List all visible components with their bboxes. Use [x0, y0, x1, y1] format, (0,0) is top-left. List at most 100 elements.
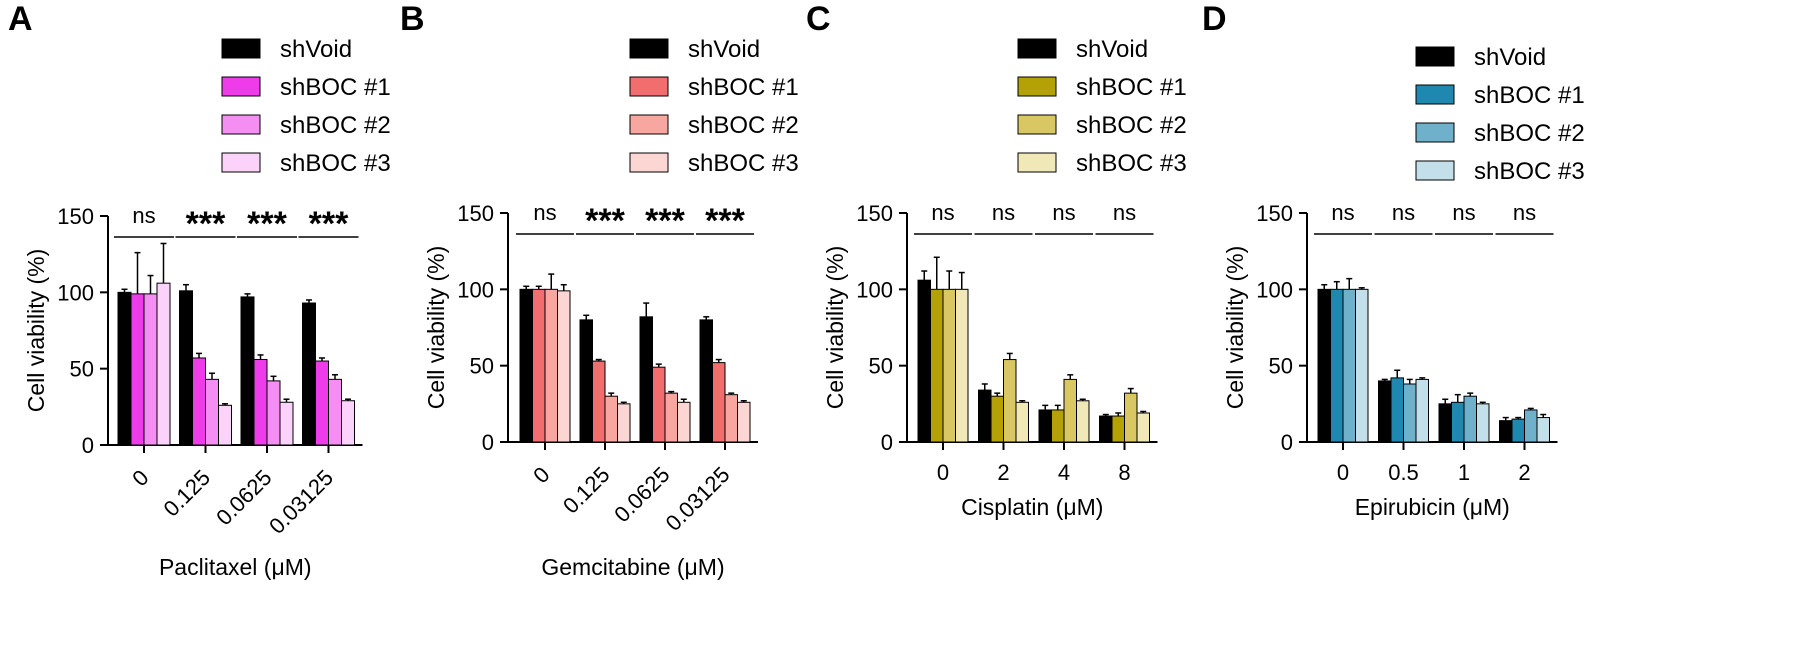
legend-swatch-2	[629, 76, 669, 97]
legend-label: shVoid	[688, 36, 760, 63]
bar	[652, 366, 666, 443]
bar	[253, 359, 268, 446]
panel-letter: D	[1202, 0, 1227, 38]
bar	[1524, 409, 1538, 443]
bar	[1403, 383, 1417, 443]
bar	[955, 288, 969, 443]
x-tick-label: 0.125	[558, 462, 615, 519]
x-tick-label: 0	[528, 462, 554, 488]
legend-swatch-3	[1415, 122, 1455, 143]
y-axis-label: Cell viability (%)	[822, 246, 848, 410]
bar	[1511, 418, 1525, 443]
bar	[1463, 395, 1477, 443]
legend-swatch-4	[1017, 152, 1057, 173]
legend-label: shVoid	[280, 36, 352, 63]
significance-label: ns	[1392, 200, 1415, 225]
bar	[240, 296, 255, 446]
bar	[639, 316, 653, 443]
significance-label: ns	[1513, 200, 1536, 225]
bar	[942, 288, 956, 443]
bar	[143, 293, 158, 446]
legend-swatch-1	[221, 38, 261, 59]
significance-label: ns	[1052, 200, 1075, 225]
legend-label: shVoid	[1076, 36, 1148, 63]
x-tick-label: 0.125	[158, 465, 215, 522]
bar	[917, 279, 931, 443]
legend-swatch-3	[629, 114, 669, 135]
y-tick-label: 0	[482, 430, 494, 455]
y-tick-label: 0	[1281, 430, 1293, 455]
bar	[1476, 403, 1490, 443]
y-tick-label: 150	[57, 204, 94, 229]
bar	[724, 394, 738, 443]
bar	[990, 395, 1004, 443]
bar	[1124, 392, 1138, 443]
bar	[677, 401, 691, 443]
legend-label: shBOC #3	[280, 150, 391, 177]
significance-label: ns	[1113, 200, 1136, 225]
x-tick-label: 0.03125	[661, 462, 735, 536]
bar	[130, 293, 145, 446]
bar	[1003, 359, 1017, 443]
x-tick-label: 1	[1458, 460, 1470, 485]
legend-label: shBOC #2	[280, 112, 391, 139]
bar	[1051, 409, 1065, 443]
legend-swatch-3	[1017, 114, 1057, 135]
legend-swatch-2	[1415, 84, 1455, 105]
significance-label: ns	[132, 203, 155, 228]
y-tick-label: 150	[856, 201, 893, 226]
legend-label: shBOC #2	[1076, 112, 1187, 139]
significance-label: ns	[1331, 200, 1354, 225]
y-tick-label: 50	[470, 354, 494, 379]
legend-swatch-2	[1017, 76, 1057, 97]
bar	[557, 290, 571, 443]
bar	[592, 360, 606, 443]
bar	[279, 401, 294, 446]
x-axis-label: Epirubicin (μM)	[1355, 494, 1510, 520]
y-tick-label: 50	[869, 354, 893, 379]
bar	[1415, 378, 1429, 443]
bar	[205, 378, 219, 446]
panel-letter: B	[400, 0, 425, 38]
x-axis-label: Gemcitabine (μM)	[541, 554, 724, 580]
bar	[1451, 401, 1465, 443]
bar	[156, 282, 171, 446]
legend-label: shBOC #2	[1474, 120, 1585, 147]
x-tick-label: 0	[937, 460, 949, 485]
y-tick-label: 150	[1256, 201, 1293, 226]
legend-swatch-1	[629, 38, 669, 59]
significance-label: ***	[585, 202, 625, 240]
y-tick-label: 50	[1269, 354, 1293, 379]
legend-label: shBOC #3	[1076, 150, 1187, 177]
significance-label: ***	[645, 202, 685, 240]
bar	[328, 378, 342, 446]
significance-label: ns	[533, 200, 556, 225]
x-tick-label: 2	[997, 460, 1009, 485]
bar	[1099, 415, 1113, 443]
legend-label: shBOC #3	[688, 150, 799, 177]
significance-label: ns	[992, 200, 1015, 225]
x-tick-label: 2	[1518, 460, 1530, 485]
x-tick-label: 8	[1118, 460, 1130, 485]
y-tick-label: 100	[457, 277, 494, 302]
y-tick-label: 150	[457, 201, 494, 226]
legend-swatch-4	[629, 152, 669, 173]
y-axis-label: Cell viability (%)	[423, 246, 449, 410]
y-tick-label: 0	[82, 433, 94, 458]
bar	[315, 360, 329, 446]
legend-label: shVoid	[1474, 44, 1546, 71]
y-tick-label: 100	[1256, 277, 1293, 302]
legend-swatch-2	[221, 76, 261, 97]
bar	[712, 362, 726, 443]
bar	[1330, 288, 1344, 443]
bar	[1136, 412, 1150, 443]
x-axis-label: Cisplatin (μM)	[961, 494, 1103, 520]
bar	[1536, 417, 1550, 443]
bar	[1063, 378, 1077, 443]
bar	[117, 291, 132, 446]
bar	[617, 403, 631, 443]
bar	[1342, 288, 1356, 443]
